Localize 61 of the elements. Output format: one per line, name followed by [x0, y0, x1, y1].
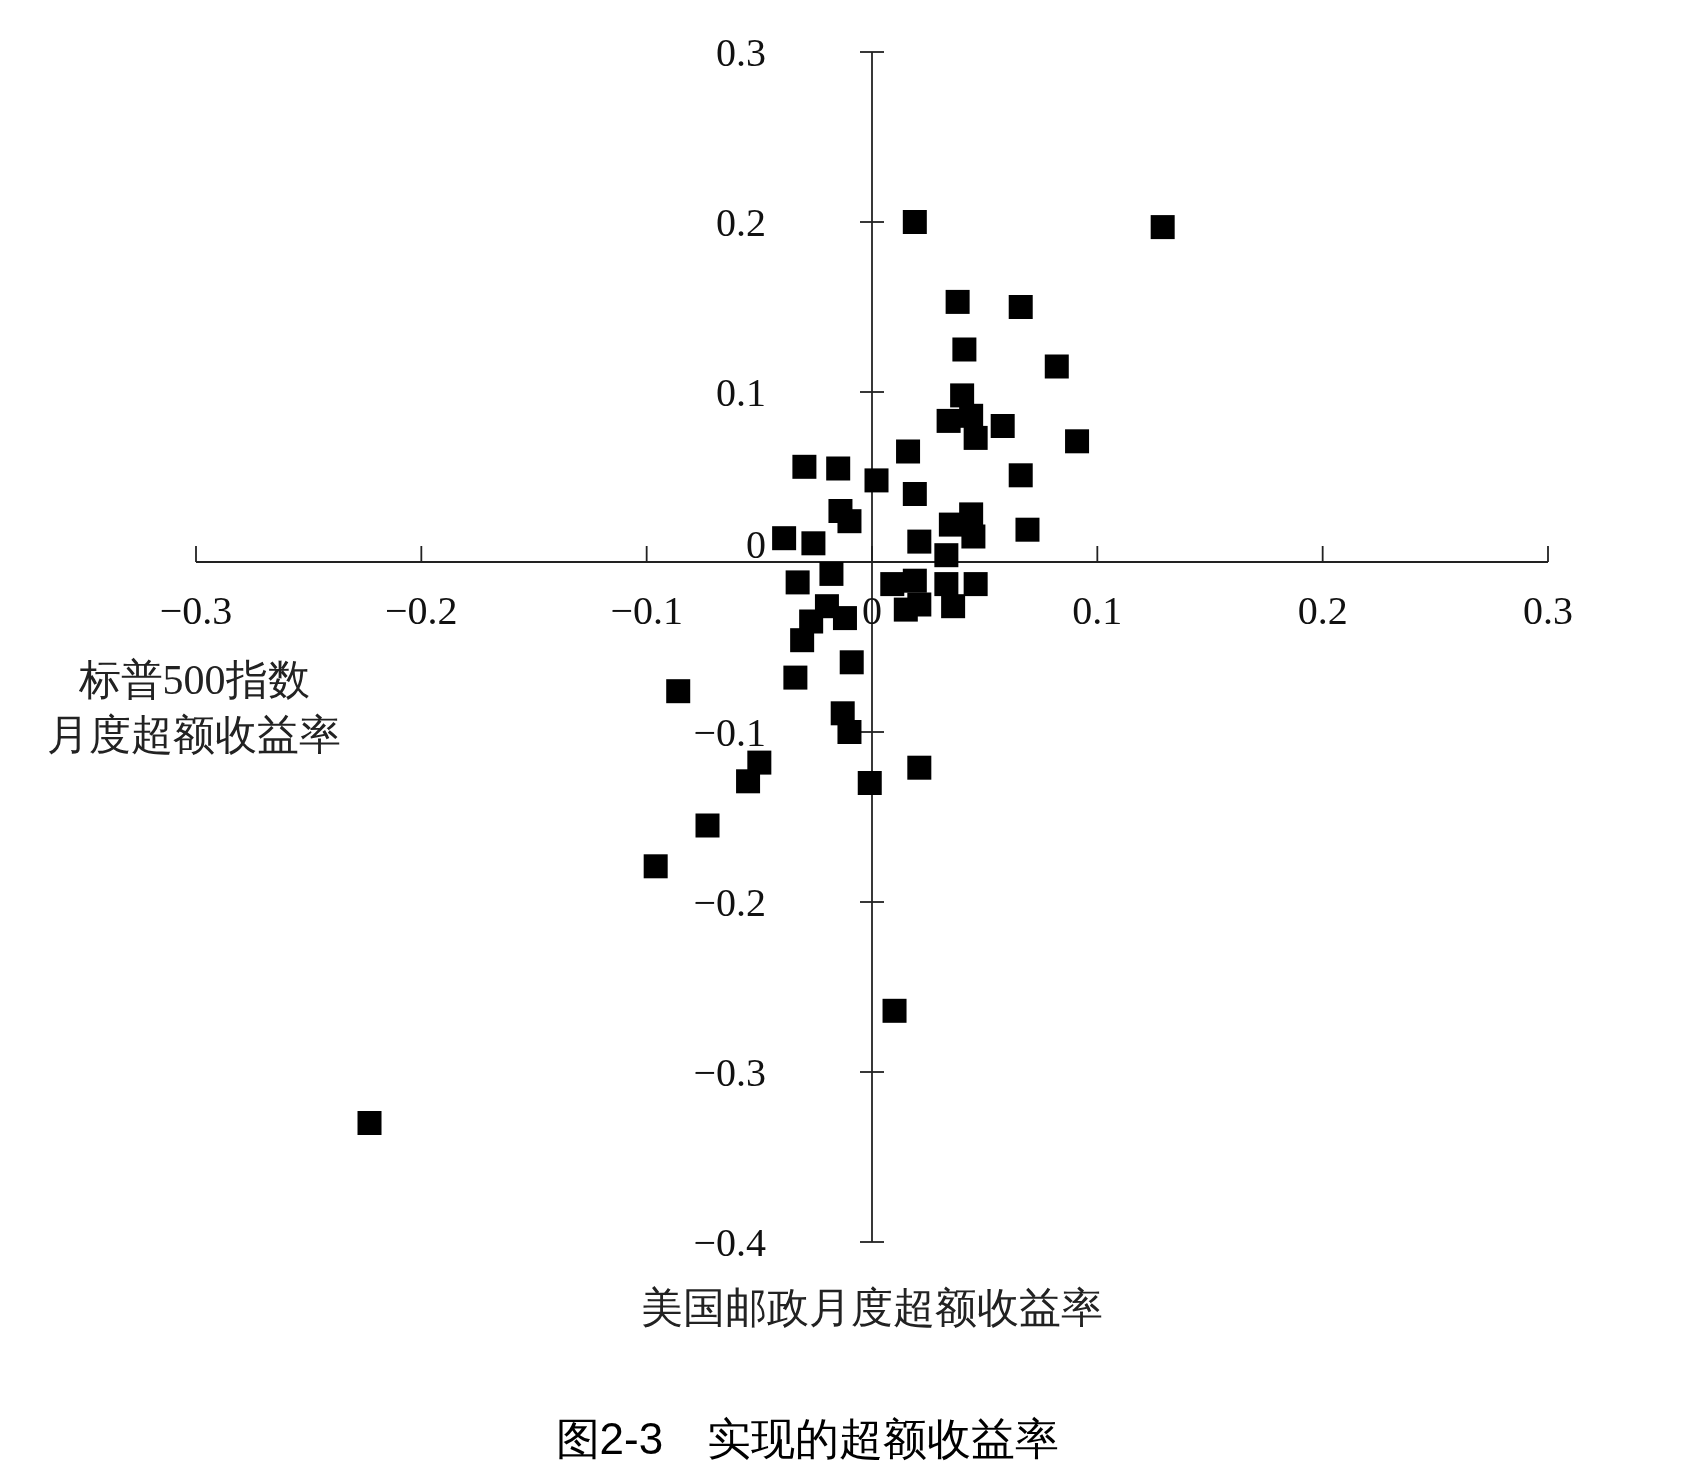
x-tick-label: −0.2	[385, 588, 458, 633]
point	[941, 594, 966, 619]
point	[864, 468, 889, 493]
point	[1150, 215, 1175, 240]
text: 图2-3 实现的超额收益率	[555, 1414, 1060, 1463]
point	[963, 425, 988, 450]
point	[826, 456, 851, 481]
point	[832, 606, 857, 631]
point	[785, 570, 810, 595]
point	[1008, 463, 1033, 488]
point	[857, 771, 882, 795]
point	[907, 529, 932, 554]
point	[819, 561, 844, 586]
point	[963, 572, 988, 597]
point	[952, 337, 977, 362]
point	[357, 1111, 382, 1135]
x-tick-label: −0.3	[159, 588, 233, 633]
point	[907, 592, 932, 617]
point	[990, 414, 1015, 438]
point	[907, 755, 932, 780]
point	[950, 383, 975, 408]
point	[736, 769, 761, 794]
y-axis-title: 标普500指数月度超额收益率	[47, 657, 341, 758]
y-tick-label: −0.3	[693, 1049, 766, 1095]
point	[934, 572, 959, 597]
point	[896, 439, 921, 464]
x-axis-title: 美国邮政月度超额收益率	[641, 1285, 1103, 1331]
y-tick-label: 0.3	[716, 29, 766, 75]
y-tick-label: 0	[746, 522, 766, 567]
x-tick-label: 0.1	[1072, 588, 1123, 633]
point	[902, 210, 927, 234]
point	[945, 289, 970, 314]
point	[643, 854, 668, 879]
point	[961, 524, 986, 549]
point	[1044, 354, 1069, 379]
point	[936, 408, 961, 433]
point	[837, 720, 862, 744]
point	[792, 454, 817, 479]
point	[666, 679, 691, 704]
point	[882, 998, 907, 1023]
point	[1008, 295, 1033, 319]
point	[839, 650, 864, 675]
point	[1015, 517, 1040, 542]
point	[772, 526, 797, 551]
y-tick-label: −0.4	[693, 1219, 766, 1265]
x-tick-label: 0.2	[1297, 588, 1348, 633]
x-tick-label: 0.3	[1523, 588, 1573, 633]
point	[880, 572, 905, 597]
y-tick-label: −0.1	[693, 709, 766, 755]
point	[1065, 429, 1090, 454]
y-tick-label: 0.2	[716, 199, 766, 245]
y-tick-label: 0.1	[716, 369, 766, 415]
point	[934, 543, 959, 568]
point	[783, 665, 808, 690]
y-tick-label: −0.2	[693, 879, 766, 925]
point	[695, 813, 720, 838]
point	[790, 628, 815, 653]
point	[801, 531, 826, 556]
x-tick-label: −0.1	[610, 588, 683, 633]
point	[902, 482, 927, 506]
point	[902, 568, 927, 593]
